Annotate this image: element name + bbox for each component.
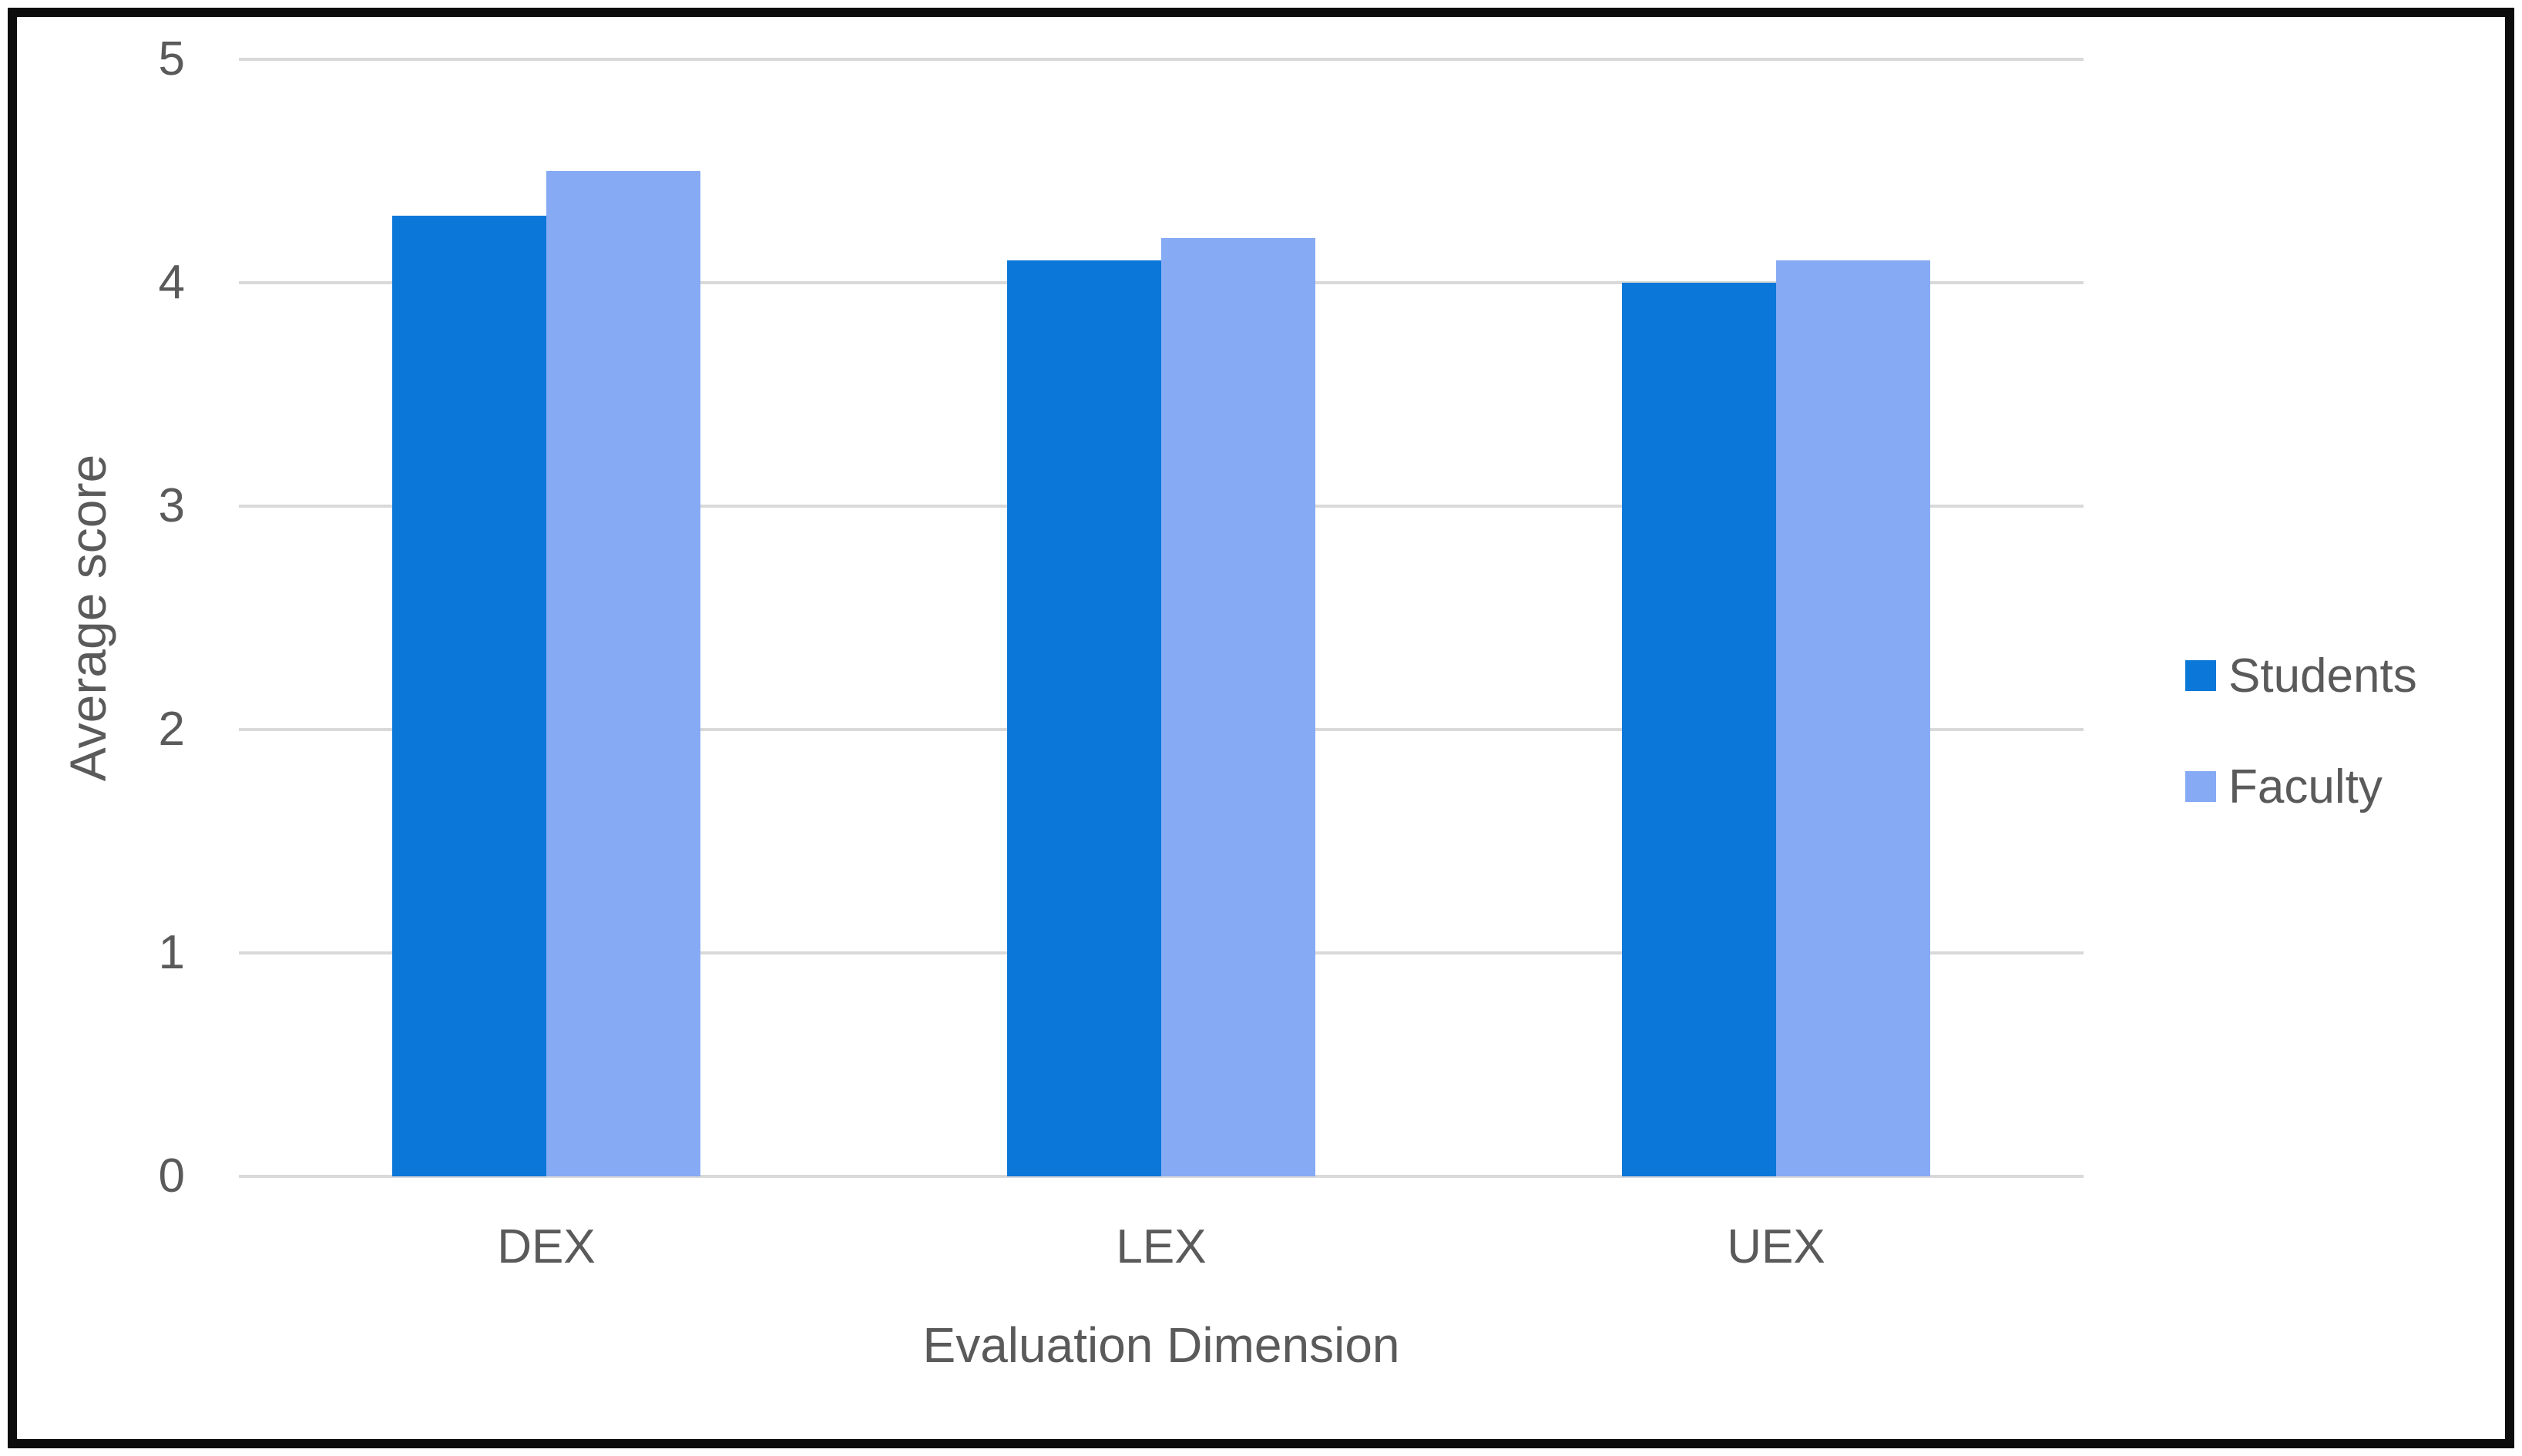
y-tick-label-5: 5 [158, 32, 185, 86]
legend-item-faculty: Faculty [2185, 757, 2417, 817]
faculty-series-swatch-icon [2185, 771, 2216, 802]
legend-label: Faculty [2228, 760, 2383, 814]
plot-area [239, 58, 2084, 1178]
x-axis-title: Evaluation Dimension [922, 1317, 1400, 1373]
legend-label: Students [2228, 649, 2417, 703]
students-series-swatch-icon [2185, 660, 2216, 691]
y-tick-label-2: 2 [158, 703, 185, 756]
bar-faculty-uex [1776, 260, 1930, 1176]
gridline-y-5 [239, 58, 2084, 61]
bar-students-uex [1622, 283, 1776, 1176]
legend: Students Faculty [2185, 646, 2417, 817]
bar-faculty-dex [546, 171, 700, 1176]
legend-item-students: Students [2185, 646, 2417, 706]
bar-students-dex [392, 216, 546, 1176]
x-tick-label-dex: DEX [497, 1220, 596, 1273]
y-tick-label-0: 0 [158, 1149, 185, 1203]
x-tick-label-uex: UEX [1727, 1220, 1825, 1273]
y-tick-label-4: 4 [158, 256, 185, 309]
y-axis-title: Average score [59, 454, 116, 782]
y-tick-label-1: 1 [158, 926, 185, 979]
y-tick-label-3: 3 [158, 479, 185, 532]
bar-faculty-lex [1161, 238, 1315, 1176]
x-tick-label-lex: LEX [1116, 1220, 1207, 1273]
gridline-y-0 [239, 1175, 2084, 1178]
bar-students-lex [1007, 260, 1161, 1176]
